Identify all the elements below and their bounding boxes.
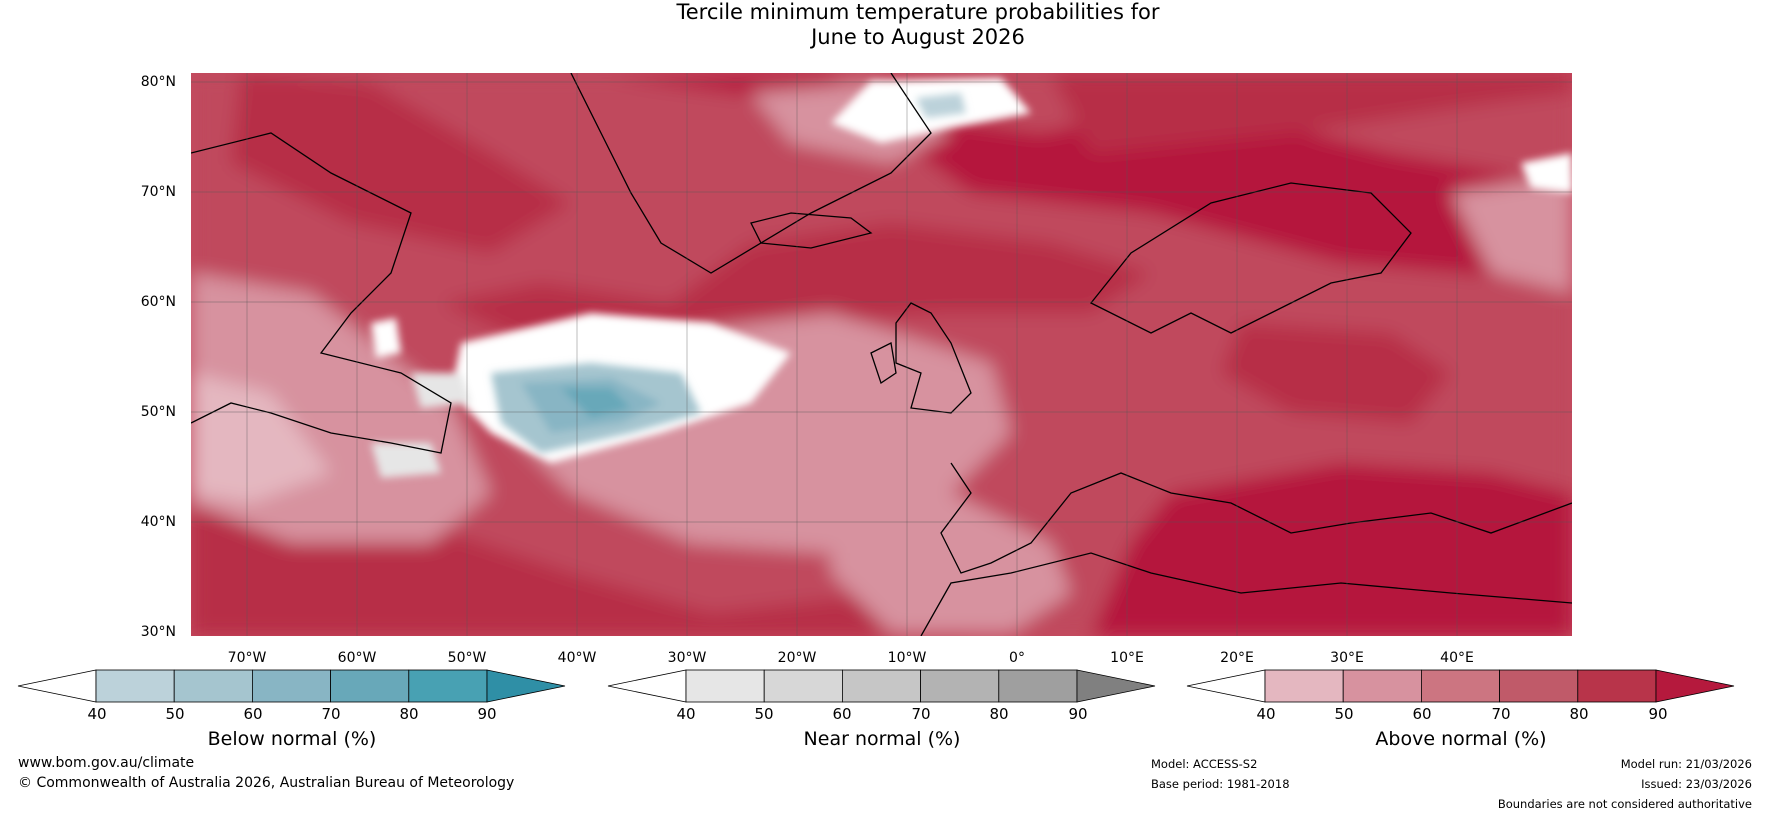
chart-title: Tercile minimum temperature probabilitie…	[0, 0, 1770, 50]
below-colorbar-segment	[95, 669, 175, 703]
below-normal-field	[491, 93, 966, 453]
below-colorbar-extend-low	[17, 669, 97, 703]
above-tick-90: 90	[1648, 705, 1668, 723]
europe-coast	[940, 462, 1572, 574]
below-tick-60: 60	[243, 705, 263, 723]
above-tick-60: 60	[1412, 705, 1432, 723]
below-tick-40: 40	[87, 705, 107, 723]
above-tick-70: 70	[1491, 705, 1511, 723]
colorbar-above-normal	[1186, 669, 1735, 703]
title-line-1: Tercile minimum temperature probabilitie…	[676, 0, 1160, 24]
lon-label-10e: 10°E	[1110, 650, 1144, 666]
below-tick-50: 50	[165, 705, 185, 723]
colorbar-label-near: Near normal (%)	[803, 728, 961, 750]
above-colorbar-segment	[1264, 669, 1344, 703]
lon-label-0: 0°	[1009, 650, 1025, 666]
footer-disclaimer: Boundaries are not considered authoritat…	[1497, 797, 1752, 811]
footer-base-period: Base period: 1981-2018	[1151, 777, 1290, 791]
near-colorbar-segment	[998, 669, 1078, 703]
lon-label-50w: 50°W	[447, 650, 487, 666]
below-colorbar-segment	[173, 669, 253, 703]
north-america-coast	[191, 132, 452, 454]
colorbar-label-above: Above normal (%)	[1375, 728, 1547, 750]
above-colorbar-extend-high	[1655, 669, 1735, 703]
footer-copyright: © Commonwealth of Australia 2026, Austra…	[18, 775, 515, 791]
greenland-coast	[570, 73, 932, 274]
lon-label-70w: 70°W	[227, 650, 267, 666]
iceland-coast	[750, 212, 873, 249]
above-colorbar-segment	[1499, 669, 1579, 703]
near-tick-80: 80	[989, 705, 1009, 723]
lon-label-40e: 40°E	[1440, 650, 1474, 666]
lat-label-60n: 60°N	[140, 294, 176, 310]
near-tick-60: 60	[832, 705, 852, 723]
colorbar-near-normal	[607, 669, 1156, 703]
near-tick-70: 70	[911, 705, 931, 723]
lon-label-20w: 20°W	[777, 650, 817, 666]
coastlines	[191, 73, 1572, 636]
british-isles-coast	[895, 302, 972, 414]
below-tick-70: 70	[321, 705, 341, 723]
footer-model: Model: ACCESS-S2	[1151, 757, 1258, 771]
lon-label-10w: 10°W	[887, 650, 927, 666]
scandinavia-coast	[1089, 182, 1412, 334]
above-tick-40: 40	[1256, 705, 1276, 723]
below-colorbar-segment	[408, 669, 488, 703]
lat-label-50n: 50°N	[140, 404, 176, 420]
lon-label-30w: 30°W	[667, 650, 707, 666]
probability-map	[191, 73, 1572, 636]
below-tick-90: 90	[477, 705, 497, 723]
africa-coast	[920, 552, 1572, 636]
above-colorbar-extend-low	[1186, 669, 1266, 703]
near-colorbar-extend-high	[1076, 669, 1156, 703]
above-tick-50: 50	[1334, 705, 1354, 723]
near-tick-50: 50	[754, 705, 774, 723]
lon-label-30e: 30°E	[1330, 650, 1364, 666]
above-normal-field	[191, 73, 1572, 636]
colorbars	[17, 669, 1735, 703]
lon-label-60w: 60°W	[337, 650, 377, 666]
near-colorbar-segment	[763, 669, 843, 703]
below-colorbar-extend-high	[486, 669, 566, 703]
below-colorbar-segment	[330, 669, 410, 703]
above-colorbar-segment	[1342, 669, 1422, 703]
below-colorbar-segment	[251, 669, 331, 703]
lat-label-70n: 70°N	[140, 184, 176, 200]
lon-label-20e: 20°E	[1220, 650, 1254, 666]
colorbar-label-below: Below normal (%)	[207, 728, 377, 750]
near-colorbar-extend-low	[607, 669, 687, 703]
above-tick-80: 80	[1569, 705, 1589, 723]
above-colorbar-segment	[1577, 669, 1657, 703]
near-colorbar-segment	[920, 669, 1000, 703]
colorbar-below-normal	[17, 669, 566, 703]
lon-label-40w: 40°W	[557, 650, 597, 666]
below-tick-80: 80	[399, 705, 419, 723]
footer-issued: Issued: 23/03/2026	[1641, 777, 1752, 791]
near-tick-40: 40	[676, 705, 696, 723]
footer-model-run: Model run: 21/03/2026	[1620, 757, 1752, 771]
british-isles-coast-2	[870, 342, 897, 385]
lat-label-80n: 80°N	[140, 74, 176, 90]
footer-website: www.bom.gov.au/climate	[18, 755, 195, 771]
near-colorbar-segment	[685, 669, 765, 703]
above-colorbar-segment	[1421, 669, 1501, 703]
lat-label-40n: 40°N	[140, 514, 176, 530]
graticule	[191, 73, 1572, 636]
lat-label-30n: 30°N	[140, 624, 176, 640]
title-line-2: June to August 2026	[811, 25, 1025, 49]
near-tick-90: 90	[1068, 705, 1088, 723]
map-svg	[191, 73, 1572, 636]
near-colorbar-segment	[842, 669, 922, 703]
